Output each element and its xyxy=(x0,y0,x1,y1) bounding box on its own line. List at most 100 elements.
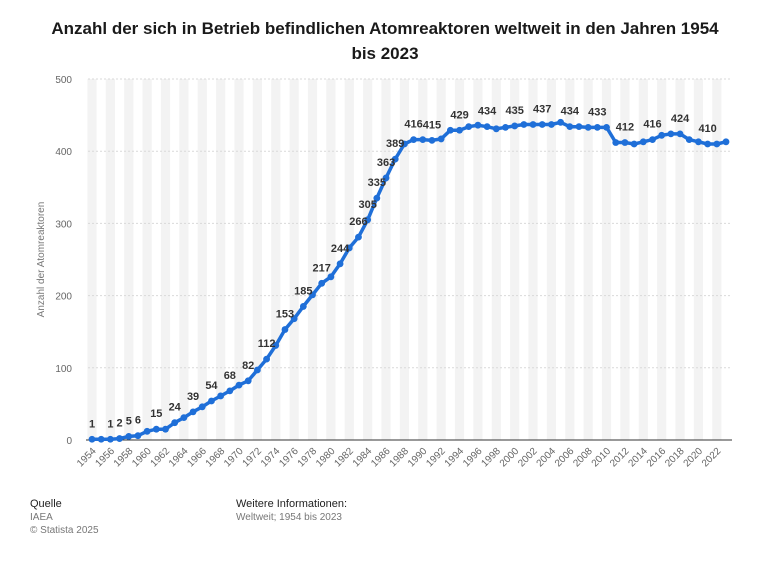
data-point xyxy=(649,136,656,144)
data-point xyxy=(364,216,372,224)
data-label: 335 xyxy=(368,177,386,189)
band xyxy=(363,79,373,440)
x-tick-label: 1998 xyxy=(479,446,503,470)
data-point xyxy=(235,381,243,389)
data-point xyxy=(584,123,592,131)
data-point xyxy=(299,303,307,310)
y-axis-ticks: 0 100 200 300 400 500 xyxy=(55,75,72,447)
source-name: IAEA xyxy=(30,512,53,523)
data-point xyxy=(401,140,408,148)
x-tick-label: 1970 xyxy=(222,446,246,470)
data-point xyxy=(492,125,500,133)
data-label: 54 xyxy=(205,380,218,392)
data-point xyxy=(566,123,574,131)
x-tick-label: 1982 xyxy=(332,446,356,470)
x-tick-label: 2022 xyxy=(700,446,724,470)
info-text: Weltweit; 1954 bis 2023 xyxy=(236,512,342,523)
data-label: 435 xyxy=(505,105,523,117)
info-heading: Weitere Informationen: xyxy=(236,498,348,510)
band xyxy=(234,79,244,440)
data-label: 185 xyxy=(294,285,312,297)
y-tick-label: 400 xyxy=(55,147,72,158)
data-point xyxy=(676,130,684,138)
x-tick-label: 2016 xyxy=(645,446,669,470)
x-tick-label: 1976 xyxy=(277,446,301,470)
band xyxy=(546,79,557,440)
data-point xyxy=(97,435,105,443)
data-label: 244 xyxy=(331,243,350,255)
data-point xyxy=(612,139,620,146)
data-point xyxy=(373,194,381,202)
band xyxy=(344,79,354,440)
y-tick-label: 200 xyxy=(55,292,72,303)
band xyxy=(160,79,171,440)
data-point xyxy=(327,273,335,281)
band xyxy=(510,79,520,440)
band xyxy=(271,79,281,440)
band xyxy=(436,79,446,440)
data-label: 389 xyxy=(386,138,404,150)
x-tick-label: 1960 xyxy=(130,446,154,470)
data-point xyxy=(446,126,454,134)
x-tick-label: 2004 xyxy=(535,446,559,470)
data-label: 433 xyxy=(588,106,606,118)
series-reactors xyxy=(88,118,730,443)
data-label: 410 xyxy=(698,123,716,135)
data-point xyxy=(226,387,234,395)
band xyxy=(657,79,667,440)
data-point xyxy=(345,244,353,252)
data-point xyxy=(217,392,225,400)
data-point xyxy=(529,121,537,128)
data-point xyxy=(685,136,693,144)
band xyxy=(326,79,336,440)
band xyxy=(105,79,115,440)
band xyxy=(399,79,409,440)
x-tick-label: 1968 xyxy=(204,446,228,470)
data-label: 112 xyxy=(258,338,276,350)
data-label: 305 xyxy=(358,199,376,211)
data-point xyxy=(208,397,215,405)
y-tick-label: 0 xyxy=(66,436,72,447)
band xyxy=(638,79,648,440)
data-label: 416 xyxy=(643,119,661,131)
info-block: Weitere Informationen: Weltweit; 1954 bi… xyxy=(236,498,347,524)
x-tick-label: 2010 xyxy=(590,446,614,470)
data-point xyxy=(116,435,123,442)
data-label: 416 xyxy=(404,119,422,131)
data-label: 424 xyxy=(671,113,690,125)
data-point xyxy=(511,122,519,130)
x-tick-label: 2020 xyxy=(682,446,706,470)
y-tick-label: 100 xyxy=(55,364,72,375)
x-tick-label: 1994 xyxy=(443,446,467,470)
band xyxy=(454,79,465,440)
data-label: 68 xyxy=(224,370,236,382)
data-point xyxy=(713,140,721,148)
x-tick-label: 1988 xyxy=(388,446,412,470)
y-tick-label: 500 xyxy=(55,75,72,86)
data-point xyxy=(603,123,610,131)
data-point xyxy=(520,121,528,128)
x-tick-label: 2008 xyxy=(571,446,595,470)
data-point xyxy=(171,419,179,427)
x-tick-label: 1958 xyxy=(112,446,136,470)
data-point xyxy=(593,123,601,131)
data-point xyxy=(125,432,133,440)
x-tick-label: 1990 xyxy=(406,446,430,470)
data-label: 6 xyxy=(135,415,141,427)
data-label: 15 xyxy=(150,408,162,420)
data-point xyxy=(502,123,509,131)
grid-lines xyxy=(88,78,732,369)
data-point xyxy=(465,123,473,131)
data-label: 363 xyxy=(377,157,395,169)
data-point xyxy=(658,131,666,139)
band xyxy=(124,79,134,440)
x-tick-label: 2018 xyxy=(663,446,687,470)
data-point xyxy=(437,135,445,143)
y-tick-label: 300 xyxy=(55,219,72,230)
y-axis-label: Anzahl der Atomreaktoren xyxy=(36,202,47,318)
band xyxy=(528,79,538,440)
data-label: 412 xyxy=(616,122,634,134)
x-tick-label: 1978 xyxy=(296,446,320,470)
data-point xyxy=(88,435,96,443)
background-bands xyxy=(87,79,722,440)
